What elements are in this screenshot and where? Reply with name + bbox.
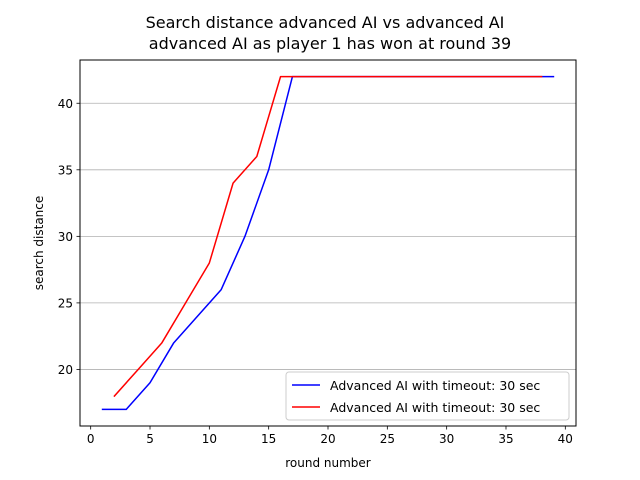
series-line-red <box>113 75 543 398</box>
tick-layer: 20 25 30 35 40 0 5 10 15 20 25 30 35 40 <box>58 97 573 446</box>
y-tick-label: 20 <box>58 363 73 377</box>
legend-box <box>285 371 570 421</box>
y-tick-label: 25 <box>58 296 73 310</box>
x-tick-label: 10 <box>202 432 217 446</box>
series-line-blue <box>101 75 555 411</box>
x-tick-label: 40 <box>558 432 573 446</box>
plot-frame <box>79 59 577 427</box>
x-tick-label: 25 <box>380 432 395 446</box>
x-tick-label: 30 <box>439 432 454 446</box>
legend-label-red: Advanced AI with timeout: 30 sec <box>330 400 540 415</box>
x-tick-label: 5 <box>146 432 154 446</box>
x-tick-label: 15 <box>261 432 276 446</box>
y-tick-label: 40 <box>58 97 73 111</box>
x-tick-label: 20 <box>320 432 335 446</box>
legend: Advanced AI with timeout: 30 sec Advance… <box>285 371 570 421</box>
legend-label-blue: Advanced AI with timeout: 30 sec <box>330 378 540 393</box>
series-layer <box>101 75 555 411</box>
y-tick-label: 35 <box>58 163 73 177</box>
y-tick-label: 30 <box>58 230 73 244</box>
chart-title: Search distance advanced AI vs advanced … <box>146 13 505 32</box>
x-tick-label: 35 <box>498 432 513 446</box>
x-axis-label: round number <box>285 456 371 470</box>
chart-subtitle: advanced AI as player 1 has won at round… <box>149 34 511 53</box>
x-tick-label: 0 <box>87 432 95 446</box>
grid-layer <box>80 102 576 370</box>
y-axis-label: search distance <box>32 196 46 291</box>
